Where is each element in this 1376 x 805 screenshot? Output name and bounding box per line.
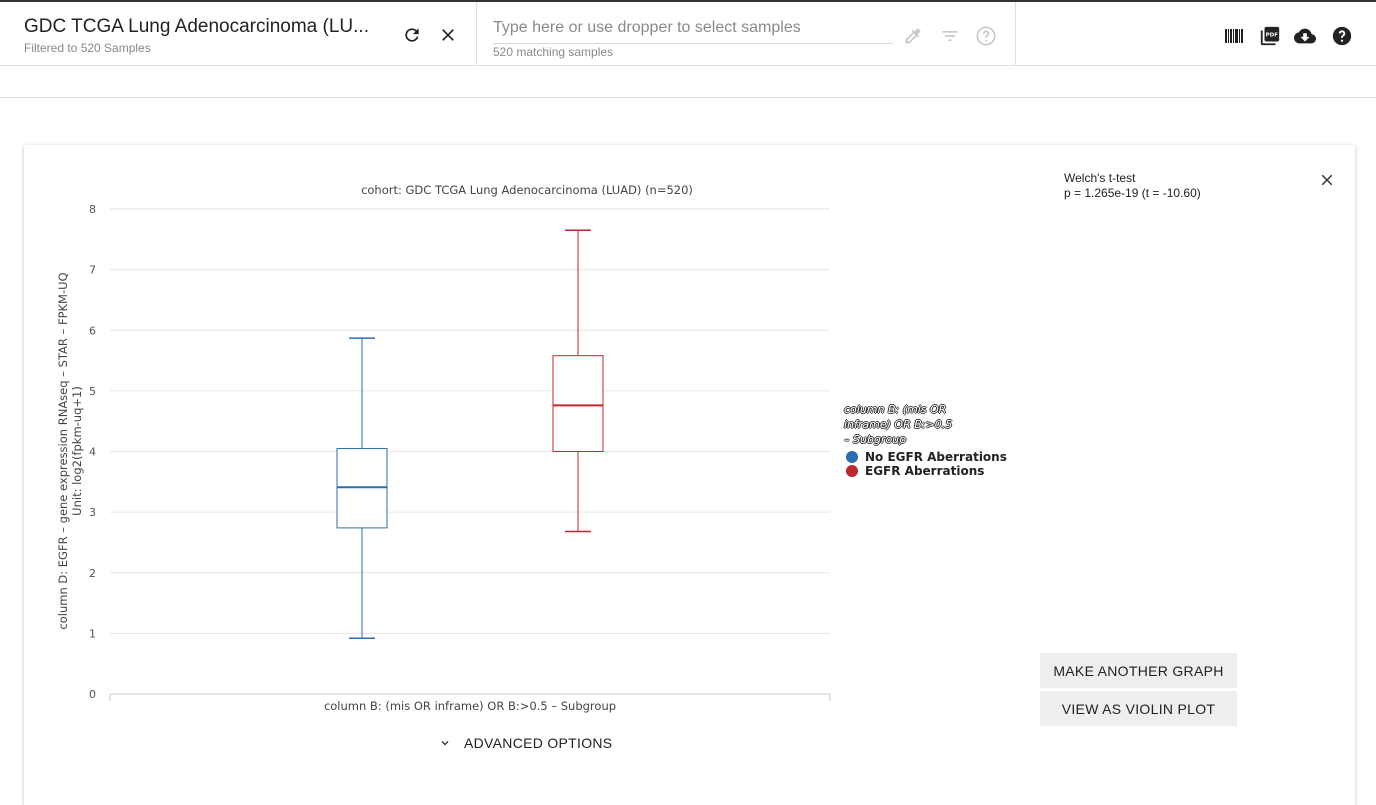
barcode-icon[interactable] (1222, 24, 1246, 48)
legend-item-no-egfr[interactable]: No EGFR Aberrations (844, 450, 1007, 464)
box-egfr (552, 229, 604, 533)
legend-dot-egfr (846, 465, 858, 477)
legend-dot-no-egfr (846, 451, 858, 463)
box-no-egfr (336, 337, 388, 639)
view-violin-plot-button[interactable]: VIEW AS VIOLIN PLOT (1040, 691, 1237, 726)
y-axis-unit-label: Unit: log2(fpkm-uq+1) (70, 386, 84, 516)
y-axis-label: column D: EGFR – gene expression RNAseq … (56, 272, 70, 629)
make-another-graph-button[interactable]: MAKE ANOTHER GRAPH (1040, 653, 1237, 688)
cohort-subtitle: Filtered to 520 Samples (24, 41, 151, 55)
legend-label: No EGFR Aberrations (865, 450, 1007, 464)
box-series (336, 229, 604, 639)
y-tick-label: 6 (89, 324, 96, 337)
stats-test-name: Welch's t-test (1064, 171, 1136, 185)
advanced-options-label: ADVANCED OPTIONS (464, 735, 613, 751)
filter-icon[interactable] (938, 24, 962, 48)
cohort-title[interactable]: GDC TCGA Lung Adenocarcinoma (LU... (24, 16, 369, 37)
y-axis-ticks: 0 1 2 3 4 5 6 7 8 (89, 203, 96, 701)
help-circle-icon[interactable] (974, 24, 998, 48)
iqr-box (552, 355, 604, 452)
stats-panel: Welch's t-test p = 1.265e-19 (t = -10.60… (1064, 171, 1201, 201)
legend-title: column B: (mis OR inframe) OR B:>0.5 – S… (844, 403, 953, 446)
sample-search: 520 matching samples (477, 2, 1016, 66)
matching-count: 520 matching samples (493, 45, 614, 59)
y-tick-label: 3 (89, 506, 96, 519)
y-tick-label: 4 (89, 446, 96, 459)
chart-legend: column B: (mis OR inframe) OR B:>0.5 – S… (844, 402, 1007, 478)
dropper-icon[interactable] (901, 24, 925, 48)
pdf-icon[interactable]: PDF (1258, 24, 1282, 48)
cohort-panel: GDC TCGA Lung Adenocarcinoma (LU... Filt… (0, 2, 477, 66)
help-icon[interactable] (1330, 24, 1354, 48)
y-tick-label: 0 (89, 688, 96, 701)
x-axis-label: column B: (mis OR inframe) OR B:>0.5 – S… (324, 699, 616, 713)
y-tick-label: 8 (89, 203, 96, 216)
y-tick-label: 2 (89, 567, 96, 580)
gridlines (110, 208, 830, 634)
close-icon[interactable] (436, 23, 460, 47)
toolbar-divider (0, 97, 1376, 98)
chart-card: cohort: GDC TCGA Lung Adenocarcinoma (LU… (24, 145, 1355, 805)
y-tick-label: 1 (89, 627, 96, 640)
svg-text:PDF: PDF (1266, 32, 1279, 38)
top-bar: GDC TCGA Lung Adenocarcinoma (LU... Filt… (0, 0, 1376, 66)
legend-item-egfr[interactable]: EGFR Aberrations (844, 464, 1007, 478)
box-plot-chart: cohort: GDC TCGA Lung Adenocarcinoma (LU… (56, 183, 831, 713)
y-tick-label: 5 (89, 385, 96, 398)
y-tick-label: 7 (89, 264, 96, 277)
legend-label: EGFR Aberrations (865, 464, 985, 478)
cloud-download-icon[interactable] (1293, 24, 1317, 48)
refresh-icon[interactable] (400, 23, 424, 47)
stats-result: p = 1.265e-19 (t = -10.60) (1064, 186, 1201, 200)
close-chart-icon[interactable] (1315, 168, 1339, 192)
advanced-options-toggle[interactable]: ADVANCED OPTIONS (438, 735, 612, 751)
chevron-down-icon (438, 736, 452, 750)
sample-search-input[interactable] (493, 12, 893, 44)
chart-title: cohort: GDC TCGA Lung Adenocarcinoma (LU… (361, 183, 693, 197)
